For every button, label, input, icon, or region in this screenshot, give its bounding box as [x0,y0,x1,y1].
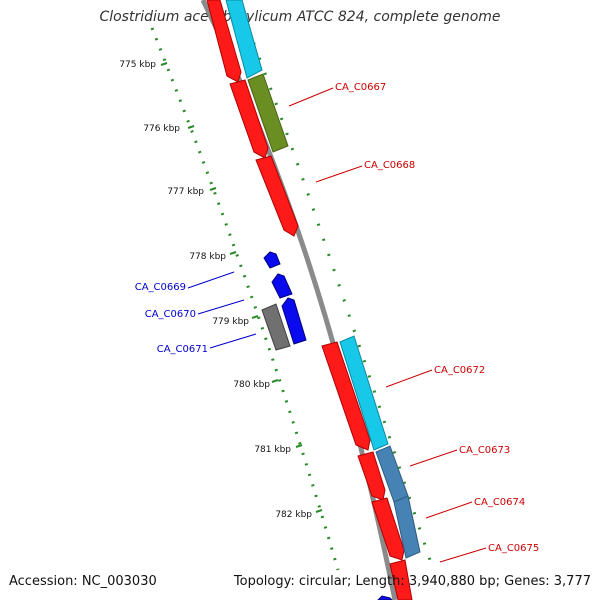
gene-label-ca-c0675[interactable]: CA_C0675 [488,543,539,554]
cds-feature [263,251,281,269]
leader-line [409,449,458,467]
forward-gene-labels: CA_C0667 CA_C0668 CA_C0672 CA_C0673 CA_C… [288,82,539,563]
cds-feature [371,497,405,561]
tick-mark [295,444,303,448]
tick-mark [160,62,168,66]
reverse-cds-features [261,251,393,600]
genome-summary-text: Topology: circular; Length: 3,940,880 bp… [233,574,591,589]
tick-label: 778 kbp [189,252,226,262]
gene-label-ca-c0674[interactable]: CA_C0674 [474,497,525,508]
cds-feature [321,341,371,451]
cds-feature [339,335,389,451]
cds-feature [261,303,291,351]
tick-mark [229,251,237,255]
cds-feature [247,73,289,153]
leader-line [385,369,433,388]
cds-feature [229,79,269,159]
accession-text: Accession: NC_003030 [9,574,157,589]
gene-label-ca-c0673[interactable]: CA_C0673 [459,445,510,456]
leader-line [315,165,363,183]
gene-label-ca-c0671[interactable]: CA_C0671 [157,344,208,355]
cds-feature [206,0,242,83]
kbp-tick-marks [160,62,323,513]
tick-mark [209,187,217,191]
tick-label: 775 kbp [119,60,156,70]
genome-title: Clostridium acetobutylicum ATCC 824, com… [99,9,501,25]
leader-line [288,87,334,107]
cds-feature [281,297,307,345]
gene-label-ca-c0667[interactable]: CA_C0667 [335,82,386,93]
tick-mark [187,125,195,129]
tick-mark [251,315,259,319]
leader-line [197,299,245,315]
forward-cds-features [206,0,421,600]
cds-feature [271,273,293,299]
tick-label: 779 kbp [212,317,249,327]
tick-label: 777 kbp [167,187,204,197]
kbp-tick-labels: 775 kbp 776 kbp 777 kbp 778 kbp 779 kbp … [119,60,312,520]
cds-feature [393,495,421,559]
tick-mark [271,379,279,383]
cds-feature [255,155,299,237]
leader-line [209,333,257,349]
cds-feature [389,559,413,600]
tick-label: 782 kbp [275,510,312,520]
leader-line [439,547,487,563]
tick-label: 780 kbp [233,380,270,390]
leader-line [187,271,235,289]
gene-label-ca-c0669[interactable]: CA_C0669 [135,282,186,293]
tick-mark [315,509,323,513]
gene-label-ca-c0668[interactable]: CA_C0668 [364,160,415,171]
cds-feature [357,451,386,501]
cds-feature [225,0,263,79]
reverse-gene-labels: CA_C0669 CA_C0670 CA_C0671 [135,271,257,355]
tick-label: 781 kbp [254,445,291,455]
gene-label-ca-c0672[interactable]: CA_C0672 [434,365,485,376]
cds-feature [377,595,393,600]
gene-label-ca-c0670[interactable]: CA_C0670 [145,309,196,320]
leader-line [425,501,473,519]
tick-label: 776 kbp [143,124,180,134]
